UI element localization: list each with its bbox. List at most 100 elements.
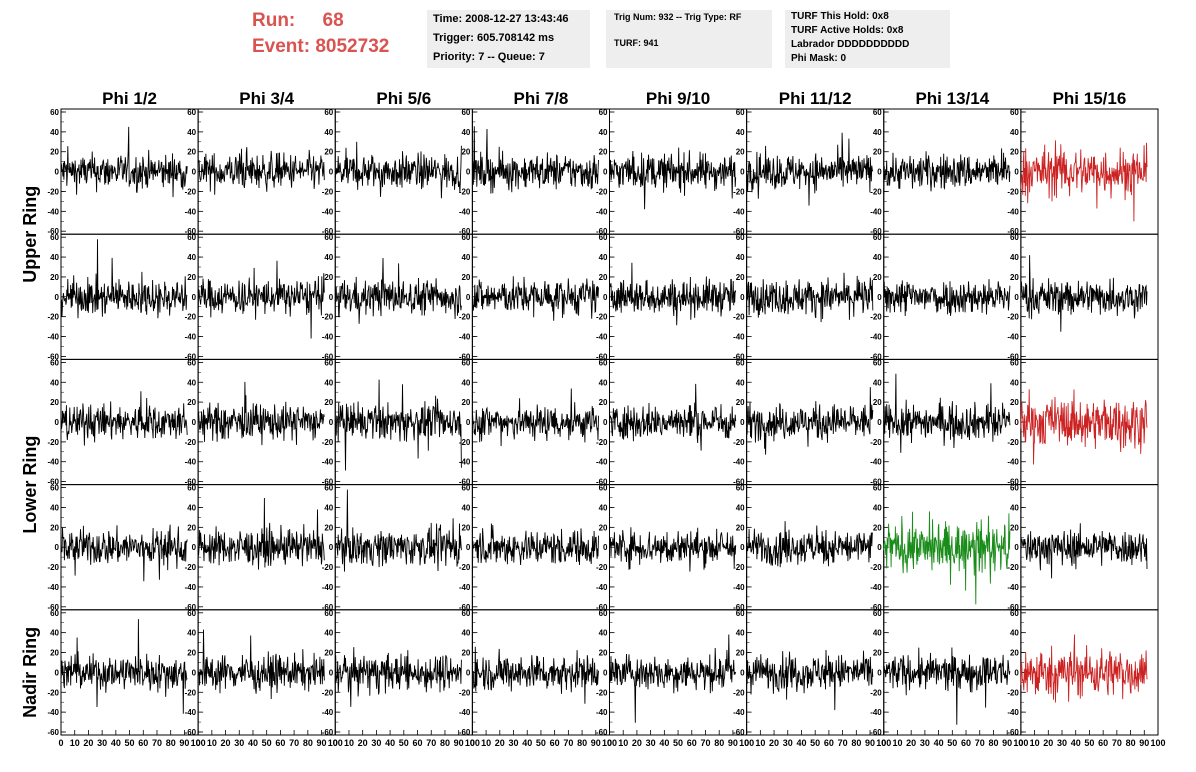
- panel: -60 -40 -20 0 20 40 60: [459, 358, 610, 487]
- y-tick-label: 40: [461, 629, 470, 638]
- y-tick-label: -20: [185, 187, 197, 196]
- y-tick-label: -60: [596, 728, 608, 737]
- x-tick-label: 80: [1126, 738, 1136, 748]
- y-tick-label: 60: [873, 484, 882, 493]
- y-tick-label: -40: [733, 708, 745, 717]
- y-tick-label: 40: [50, 503, 59, 512]
- x-tick-label: 30: [371, 738, 381, 748]
- y-tick-label: 0: [877, 418, 882, 427]
- x-tick-label: 30: [1057, 738, 1067, 748]
- y-tick-label: 40: [50, 128, 59, 137]
- y-tick-label: 40: [187, 503, 196, 512]
- x-tick-label: 20: [221, 738, 231, 748]
- turf-hold-info: TURF This Hold: 0x8 TURF Active Holds: 0…: [785, 10, 950, 68]
- waveform-trace: [746, 132, 874, 206]
- x-tick-label: 40: [111, 738, 121, 748]
- panel: -60 -40 -20 0 20 40 60: [870, 233, 1022, 361]
- y-tick-label: -20: [459, 313, 471, 322]
- y-tick-label: -60: [733, 227, 745, 236]
- waveform-trace: [334, 379, 462, 471]
- y-tick-label: 0: [466, 418, 471, 427]
- y-tick-label: 40: [50, 378, 59, 387]
- y-tick-label: 0: [329, 168, 334, 177]
- y-tick-label: 0: [55, 543, 60, 552]
- x-tick-label: 90: [179, 738, 189, 748]
- x-tick-label: 40: [934, 738, 944, 748]
- y-tick-label: 0: [877, 293, 882, 302]
- y-tick-label: 60: [1010, 358, 1019, 367]
- x-tick-label: 10: [344, 738, 354, 748]
- y-tick-label: 0: [192, 668, 197, 677]
- panel: -60 -40 -20 0 20 40 60: [733, 233, 885, 361]
- y-tick-label: 0: [192, 293, 197, 302]
- waveform-trace: [197, 260, 325, 339]
- x-tick-label: 10: [207, 738, 217, 748]
- waveform-trace: [471, 126, 599, 194]
- y-tick-label: 0: [603, 293, 608, 302]
- y-tick-label: -40: [47, 333, 59, 342]
- y-tick-label: -60: [322, 478, 334, 487]
- x-tick-label: 70: [563, 738, 573, 748]
- x-tick-label: 100: [739, 738, 754, 748]
- y-tick-label: 60: [187, 233, 196, 242]
- y-tick-label: 60: [324, 108, 333, 117]
- y-tick-label: 0: [603, 418, 608, 427]
- waveform-trace: [609, 147, 737, 210]
- y-tick-label: 20: [599, 148, 608, 157]
- y-tick-label: -40: [1007, 458, 1019, 467]
- x-tick-label: 50: [125, 738, 135, 748]
- panel: -60 -40 -20 0 20 40 60: [185, 233, 336, 361]
- x-tick-label: 30: [234, 738, 244, 748]
- y-tick-label: -20: [596, 688, 608, 697]
- y-tick-label: 20: [324, 649, 333, 658]
- y-tick-label: -60: [1007, 227, 1019, 236]
- ring-label: Nadir Ring: [20, 627, 40, 718]
- y-tick-label: 40: [187, 128, 196, 137]
- y-tick-label: 40: [599, 253, 608, 262]
- column-title: Phi 13/14: [915, 89, 989, 108]
- x-tick-label: 80: [303, 738, 313, 748]
- panel: -60 -40 -20 0 20 40 60: [47, 233, 199, 361]
- waveform-trace: [60, 391, 188, 446]
- y-tick-label: -60: [1007, 728, 1019, 737]
- panel: -60 -40 -20 0 20 40 60: [459, 484, 610, 612]
- x-tick-label: 60: [961, 738, 971, 748]
- y-tick-label: 60: [873, 108, 882, 117]
- y-tick-label: 60: [599, 484, 608, 493]
- y-tick-label: 60: [50, 484, 59, 493]
- y-tick-label: -40: [596, 333, 608, 342]
- y-tick-label: 0: [1014, 668, 1019, 677]
- y-tick-label: 20: [873, 273, 882, 282]
- y-tick-label: -40: [47, 458, 59, 467]
- x-tick-label: 20: [495, 738, 505, 748]
- y-tick-label: -60: [733, 603, 745, 612]
- waveform-trace: [1020, 634, 1148, 703]
- waveform-trace: [1020, 255, 1148, 332]
- x-tick-label: 90: [1139, 738, 1149, 748]
- y-tick-label: 20: [461, 273, 470, 282]
- y-tick-label: -60: [870, 478, 882, 487]
- x-tick-label: 60: [824, 738, 834, 748]
- x-tick-label: 100: [1013, 738, 1028, 748]
- panel: -60 -40 -20 0 20 40 60: [870, 108, 1022, 236]
- x-tick-label: 50: [399, 738, 409, 748]
- waveform-trace: [471, 646, 599, 704]
- y-tick-label: -20: [596, 438, 608, 447]
- y-tick-label: -60: [185, 478, 197, 487]
- y-tick-label: -60: [733, 478, 745, 487]
- y-tick-label: -40: [870, 207, 882, 216]
- y-tick-label: 60: [873, 358, 882, 367]
- y-tick-label: -40: [459, 583, 471, 592]
- waveform-trace: [883, 148, 1011, 194]
- y-tick-label: -20: [1007, 313, 1019, 322]
- y-tick-label: -40: [47, 583, 59, 592]
- y-tick-label: -40: [185, 207, 197, 216]
- y-tick-label: -20: [322, 688, 334, 697]
- y-tick-label: -60: [322, 728, 334, 737]
- y-tick-label: -20: [596, 313, 608, 322]
- y-tick-label: -40: [870, 333, 882, 342]
- y-tick-label: -40: [185, 583, 197, 592]
- y-tick-label: -60: [1007, 603, 1019, 612]
- y-tick-label: 0: [192, 418, 197, 427]
